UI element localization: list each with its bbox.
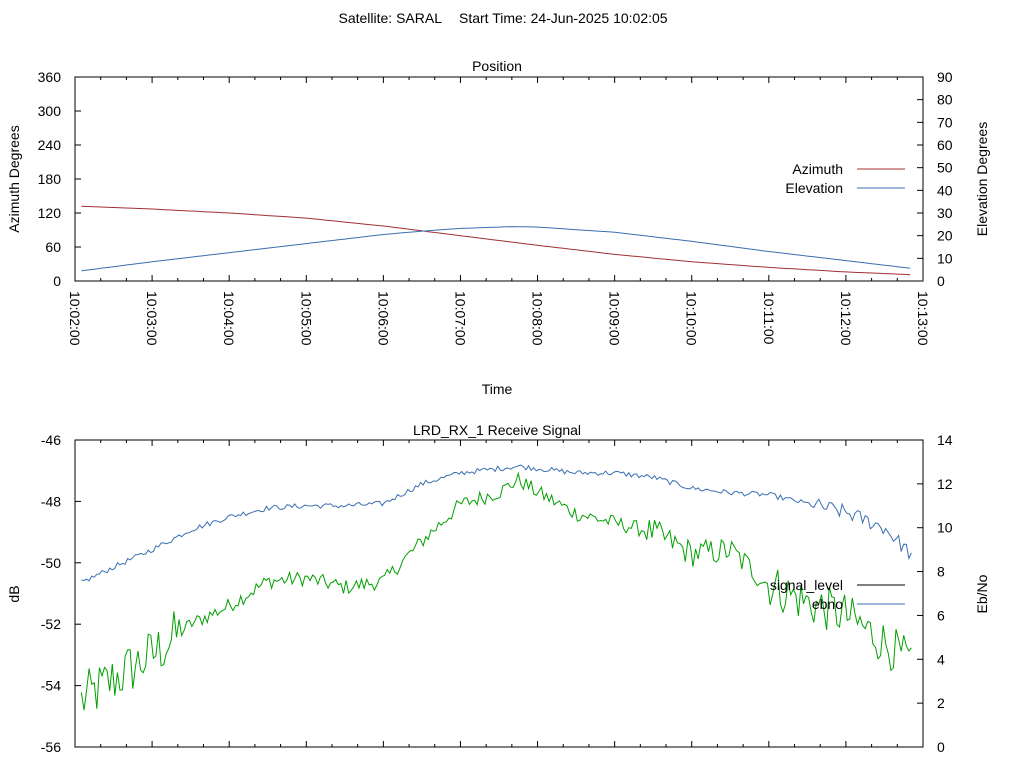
chart-title: Position <box>472 58 522 74</box>
y-tick-label-left: -52 <box>41 616 61 632</box>
x-tick-label: 10:05:00 <box>298 291 314 346</box>
y-axis-label-right: Elevation Degrees <box>974 122 990 236</box>
y-tick-label-right: 80 <box>937 92 953 108</box>
series-line-azimuth <box>81 205 911 276</box>
chart-title: LRD_RX_1 Receive Signal <box>413 422 581 438</box>
y-tick-label-left: 360 <box>38 69 62 85</box>
y-axis-label-left: dB <box>6 585 22 602</box>
y-tick-label-right: 0 <box>937 273 945 289</box>
y-tick-label-right: 10 <box>937 250 953 266</box>
x-tick-label: 10:03:00 <box>144 291 160 346</box>
x-tick-label: 10:12:00 <box>838 291 854 346</box>
x-axis-label: Time <box>482 381 513 397</box>
y-tick-label-left: 180 <box>38 171 62 187</box>
position-chart: Position Azimuth Degrees Elevation Degre… <box>6 58 990 397</box>
y-tick-label-right: 14 <box>937 432 953 448</box>
axis-ticks: -56 -54 -52 -50 -48 -46 0 2 4 6 8 10 12 14 <box>41 432 953 755</box>
legend: Azimuth Elevation <box>785 161 905 196</box>
y-tick-label-right: 6 <box>937 607 945 623</box>
x-tick-label: 10:08:00 <box>530 291 546 346</box>
y-tick-label-right: 12 <box>937 476 953 492</box>
axis-ticks: 0 60 120 180 240 300 360 0 10 20 30 40 50 60 70 80 90 10:… <box>38 69 953 346</box>
y-tick-label-right: 70 <box>937 114 953 130</box>
y-tick-label-right: 10 <box>937 520 953 536</box>
x-tick-label: 10:02:00 <box>67 291 83 346</box>
y-tick-label-right: 30 <box>937 205 953 221</box>
y-tick-label-right: 60 <box>937 137 953 153</box>
y-tick-label-right: 20 <box>937 228 953 244</box>
y-tick-label-left: -48 <box>41 493 61 509</box>
x-tick-label: 10:07:00 <box>452 291 468 346</box>
y-tick-label-left: -50 <box>41 555 61 571</box>
x-tick-label: 10:13:00 <box>915 291 931 346</box>
y-tick-label-left: -54 <box>41 678 61 694</box>
series-group <box>81 205 911 276</box>
series-line-ebno <box>81 464 912 582</box>
legend-label-ebno: ebno <box>812 596 843 612</box>
y-tick-label-left: -56 <box>41 739 61 755</box>
plot-frame <box>74 76 924 282</box>
legend-label-signal-level: signal_level <box>770 577 843 593</box>
y-tick-label-left: -46 <box>41 432 61 448</box>
y-tick-label-right: 0 <box>937 739 945 755</box>
y-tick-label-left: 240 <box>38 137 62 153</box>
y-tick-label-left: 120 <box>38 205 62 221</box>
y-tick-label-right: 4 <box>937 651 945 667</box>
start-time-label: Start Time: 24-Jun-2025 10:02:05 <box>459 10 668 26</box>
y-tick-label-left: 60 <box>45 239 61 255</box>
x-tick-label: 10:09:00 <box>607 291 623 346</box>
y-tick-label-right: 90 <box>937 69 953 85</box>
y-tick-label-right: 50 <box>937 160 953 176</box>
x-tick-label: 10:06:00 <box>375 291 391 346</box>
x-tick-label: 10:11:00 <box>761 291 777 345</box>
y-tick-label-right: 2 <box>937 695 945 711</box>
y-axis-label-right: Eb/No <box>974 574 990 613</box>
legend-label-elevation: Elevation <box>785 180 843 196</box>
series-group <box>80 464 912 711</box>
receive-signal-chart: LRD_RX_1 Receive Signal dB Eb/No -56-54-… <box>6 422 990 755</box>
series-line-elevation <box>81 226 911 272</box>
x-tick-label: 10:10:00 <box>684 291 700 346</box>
y-tick-label-right: 40 <box>937 182 953 198</box>
y-tick-label-left: 300 <box>38 103 62 119</box>
x-tick-label: 10:04:00 <box>221 291 237 346</box>
plot-frame <box>74 439 924 748</box>
y-axis-label-left: Azimuth Degrees <box>6 125 22 232</box>
y-tick-label-left: 0 <box>53 273 61 289</box>
y-tick-label-right: 8 <box>937 564 945 580</box>
header: Satellite: SARAL Start Time: 24-Jun-2025… <box>339 10 668 26</box>
legend-label-azimuth: Azimuth <box>792 161 843 177</box>
satellite-label: Satellite: SARAL <box>339 10 443 26</box>
series-line-signal-level <box>80 471 912 711</box>
